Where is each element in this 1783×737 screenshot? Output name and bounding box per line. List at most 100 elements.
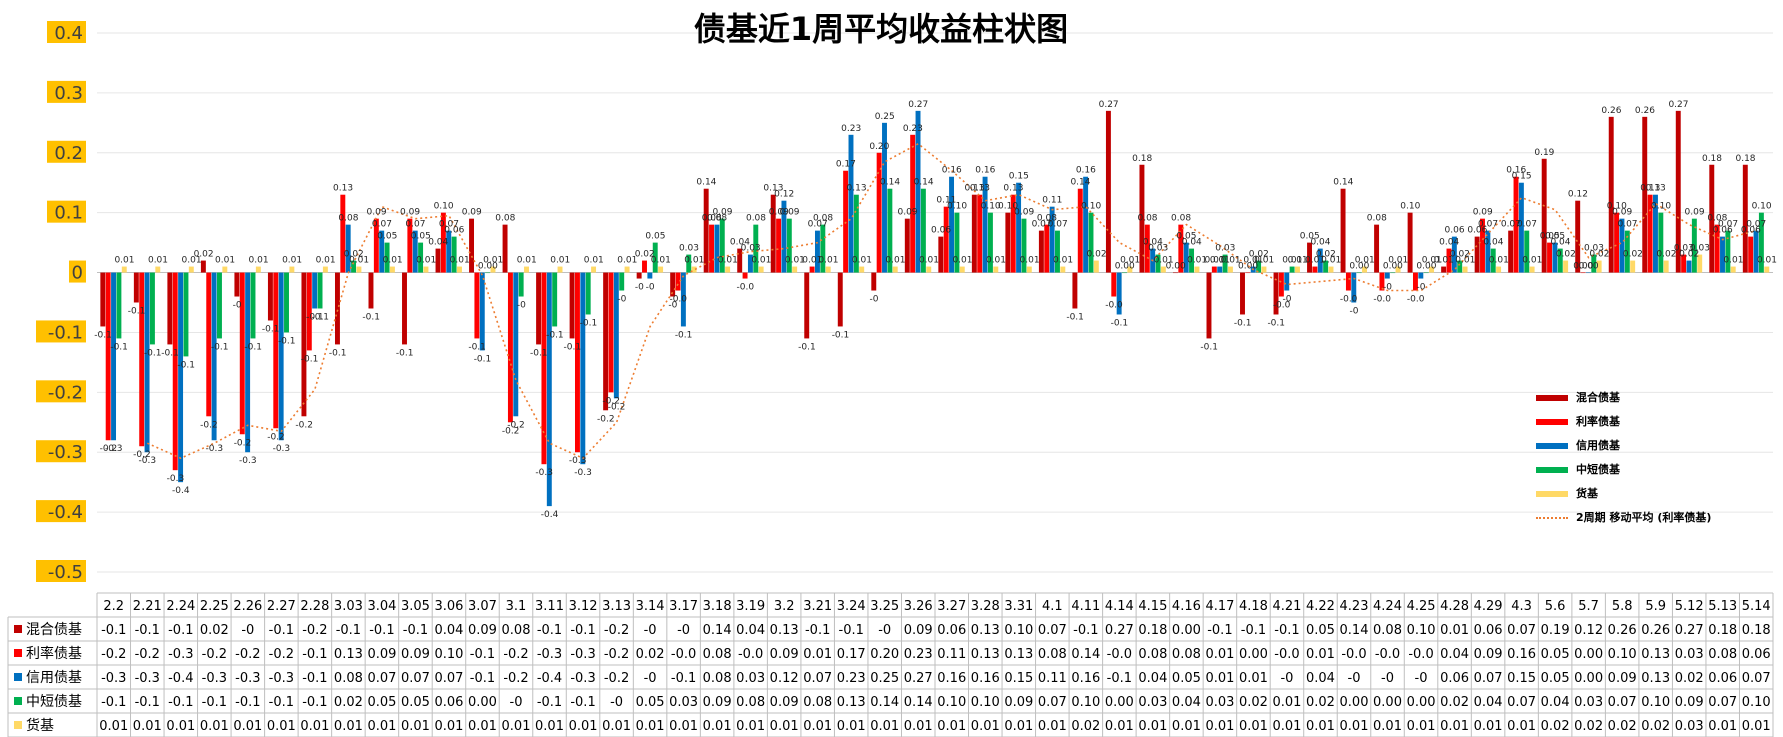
data-label: -0 <box>617 295 626 305</box>
table-cell: 0.01 <box>300 719 329 734</box>
legend-item-huoji: 货基 <box>1536 482 1781 506</box>
table-header-cell: 2.26 <box>233 599 262 614</box>
data-label: -0.2 <box>597 414 615 424</box>
table-cell: 0.01 <box>1272 695 1301 710</box>
y-tick-highlight <box>47 80 86 103</box>
table-cell: -0.1 <box>1107 671 1132 686</box>
data-label: 0.04 <box>730 238 750 248</box>
table-cell: 0.01 <box>937 719 966 734</box>
data-label: 0.09 <box>1612 208 1632 218</box>
data-label: -0 <box>668 301 677 311</box>
bar <box>904 218 910 273</box>
table-cell: 0.01 <box>502 719 531 734</box>
trendline <box>146 142 1757 460</box>
bar <box>1127 266 1133 273</box>
bar <box>451 236 457 273</box>
table-cell: 0.14 <box>904 695 933 710</box>
table-cell: 0.02 <box>1574 719 1603 734</box>
table-cell: 0.02 <box>1306 695 1335 710</box>
table-cell: 0.10 <box>434 647 463 662</box>
data-label: -0.1 <box>798 342 816 352</box>
table-cell: 0.10 <box>1407 623 1436 638</box>
bar <box>1044 224 1050 273</box>
data-label: 0.10 <box>1607 202 1627 212</box>
data-label: -0.1 <box>262 324 280 334</box>
data-label: 0.02 <box>1623 250 1643 260</box>
data-label: -0.1 <box>110 342 128 352</box>
bar <box>1317 248 1323 273</box>
data-label: -0.1 <box>244 342 262 352</box>
table-cell: -0.2 <box>235 647 260 662</box>
data-label: 0.01 <box>718 256 738 266</box>
bar <box>1077 188 1083 273</box>
data-label: 0.07 <box>1746 220 1766 230</box>
data-label: 0.07 <box>1501 220 1521 230</box>
data-label: 0.02 <box>1087 250 1107 260</box>
bar <box>1730 266 1736 273</box>
bar <box>485 272 491 274</box>
legend-swatch-hunhe <box>1536 395 1568 401</box>
bar <box>691 266 697 273</box>
bar <box>747 254 753 273</box>
bar <box>1083 176 1089 273</box>
table-header-cell: 2.2 <box>103 599 124 614</box>
table-cell: 0.07 <box>1507 695 1536 710</box>
table-cell: -0.1 <box>302 695 327 710</box>
table-cell: 0.10 <box>1071 695 1100 710</box>
bar <box>423 266 429 273</box>
bar <box>407 218 413 273</box>
table-cell: 0.05 <box>367 695 396 710</box>
bar <box>920 188 926 273</box>
table-cell: 0.18 <box>1742 623 1771 638</box>
data-label: 0.09 <box>897 208 917 218</box>
data-label: 0.01 <box>148 256 168 266</box>
table-cell: 0.01 <box>1205 719 1234 734</box>
table-cell: 0.16 <box>971 671 1000 686</box>
table-cell: -0.1 <box>369 623 394 638</box>
bar <box>144 272 150 453</box>
data-label: 0.06 <box>1445 226 1465 236</box>
data-label: 0.04 <box>1550 238 1570 248</box>
table-cell: 0.08 <box>1138 647 1167 662</box>
bar <box>758 266 764 273</box>
table-cell: 0.01 <box>837 719 866 734</box>
bar <box>1284 272 1290 291</box>
bar <box>518 272 524 297</box>
table-cell: -0.2 <box>604 671 629 686</box>
data-label: -0.1 <box>396 348 414 358</box>
table-cell: -0.4 <box>537 671 562 686</box>
bar <box>1356 272 1362 274</box>
bar <box>306 272 312 351</box>
bar <box>1575 200 1581 273</box>
bar <box>507 272 513 423</box>
table-header-cell: 5.8 <box>1612 599 1633 614</box>
bar <box>1608 116 1614 273</box>
table-cell: 0.09 <box>770 647 799 662</box>
data-label: 0.08 <box>338 214 358 224</box>
table-row-name: 混合债基 <box>26 621 82 638</box>
table-cell: 0.01 <box>233 719 262 734</box>
data-label: 0.06 <box>1713 226 1733 236</box>
bar <box>776 218 782 273</box>
table-cell: 0.01 <box>133 719 162 734</box>
data-label: 0.09 <box>769 208 789 218</box>
bar <box>1563 260 1569 273</box>
bar <box>737 248 743 273</box>
bar <box>926 266 932 273</box>
table-cell: -0.1 <box>168 623 193 638</box>
data-label: 0.01 <box>215 256 235 266</box>
table-cell: 0.01 <box>803 719 832 734</box>
data-label: -0.3 <box>105 444 123 454</box>
bar <box>1273 272 1279 315</box>
data-label: 0.01 <box>1221 256 1241 266</box>
legend-swatch-zhongduan <box>1536 467 1568 473</box>
table-cell: 0.01 <box>1205 647 1234 662</box>
table-cell: -0 <box>677 623 690 638</box>
table-cell: -0 <box>510 695 523 710</box>
bar <box>1189 248 1195 273</box>
table-cell: 0.08 <box>703 671 732 686</box>
bar <box>188 266 194 273</box>
table-cell: 0.06 <box>1474 623 1503 638</box>
table-cell: 0.23 <box>837 671 866 686</box>
bar <box>1010 194 1016 273</box>
